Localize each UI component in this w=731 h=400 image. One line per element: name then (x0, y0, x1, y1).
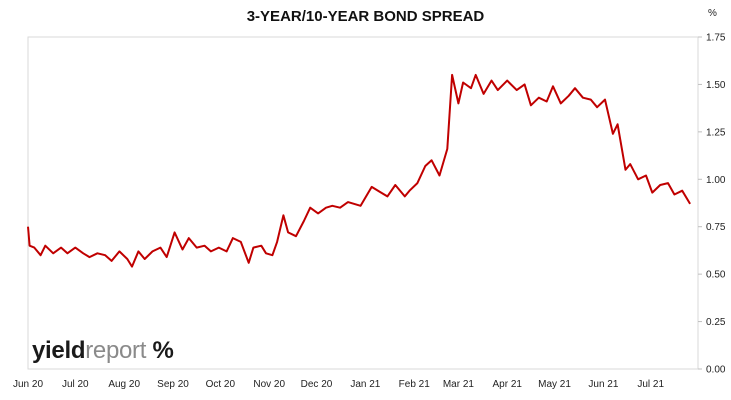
y-tick-label: 0.25 (706, 317, 726, 328)
y-tick-label: 0.75 (706, 222, 726, 233)
series-line (27, 73, 691, 268)
y-tick-label: 0.50 (706, 270, 726, 281)
y-tick-label: 1.00 (706, 175, 726, 186)
x-tick-label: Mar 21 (443, 379, 475, 390)
x-tick-label: Jul 20 (62, 379, 89, 390)
x-tick-label: Feb 21 (399, 379, 431, 390)
x-tick-label: Oct 20 (206, 379, 236, 390)
yieldreport-logo: yieldreport % (32, 337, 174, 364)
y-axis-ticks: 0.00 0.25 0.50 0.75 1.00 1.25 1.50 1.75 (698, 33, 726, 376)
plot-area-frame (27, 36, 699, 370)
x-tick-label: Apr 21 (493, 379, 523, 390)
y-tick-label: 1.25 (706, 127, 726, 138)
x-tick-label: Sep 20 (157, 379, 189, 390)
y-tick-label: 1.50 (706, 80, 726, 91)
y-axis-unit: % (708, 8, 717, 19)
x-tick-label: Jan 21 (350, 379, 380, 390)
x-tick-label: Jun 21 (588, 379, 618, 390)
x-axis-ticks: Jun 20 Jul 20 Aug 20 Sep 20 Oct 20 Nov 20 Dec … (13, 379, 665, 390)
chart-title: 3-YEAR/10-YEAR BOND SPREAD (246, 8, 485, 25)
x-tick-label: Jul 21 (637, 379, 664, 390)
x-tick-label: Jun 20 (13, 379, 43, 390)
y-tick-label: 1.75 (706, 33, 726, 44)
x-tick-label: Nov 20 (253, 379, 285, 390)
y-tick-label: 0.00 (706, 365, 726, 376)
x-tick-label: Dec 20 (301, 379, 333, 390)
x-tick-label: May 21 (538, 379, 571, 390)
x-tick-label: Aug 20 (108, 379, 140, 390)
